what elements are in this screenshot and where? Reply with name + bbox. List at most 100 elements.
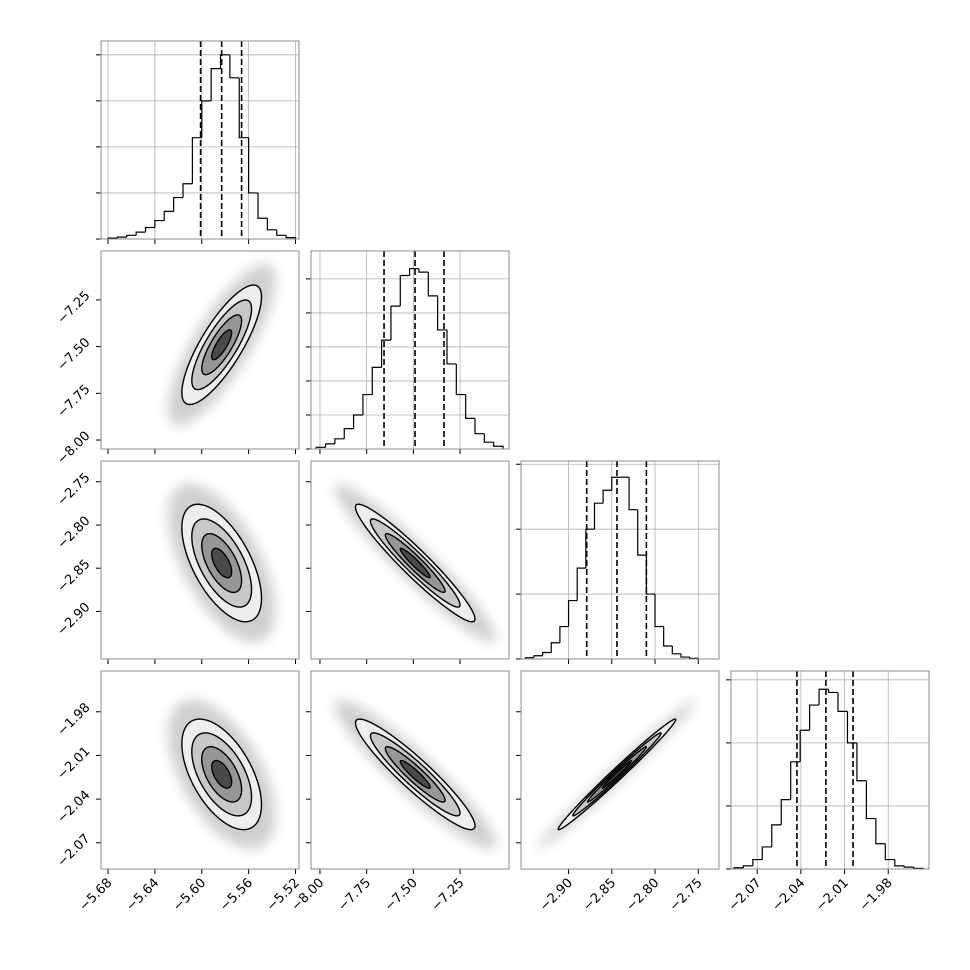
histogram-step [324, 443, 335, 448]
panel-frame [520, 460, 720, 660]
histogram-step [381, 339, 391, 368]
contour-fill [602, 760, 632, 789]
contour-fill [211, 760, 232, 789]
histogram-step [663, 626, 673, 647]
histogram-step [837, 692, 848, 712]
histogram-step [248, 137, 258, 194]
contour-line [191, 299, 253, 391]
histogram-step [585, 528, 595, 569]
histogram-step [399, 274, 410, 307]
panel-area [334, 699, 496, 850]
contour-line [211, 547, 233, 579]
histogram-step [493, 442, 504, 449]
histogram-step [742, 865, 753, 868]
histogram-step [135, 231, 146, 236]
contour-line [354, 718, 476, 831]
panel-frame [100, 40, 300, 240]
contour-fill [211, 548, 232, 578]
histogram-step [126, 234, 137, 238]
panel-area [101, 41, 299, 239]
histogram-step [533, 655, 543, 658]
histogram-step [483, 433, 494, 443]
histogram-step [593, 502, 604, 530]
histogram-step [315, 446, 326, 449]
histogram-step [576, 567, 586, 601]
panel-frame [310, 460, 510, 660]
histogram-step [628, 477, 638, 511]
histogram-step [637, 509, 647, 556]
histogram-step [752, 858, 763, 866]
contour-fill [211, 329, 232, 360]
contour-line [369, 732, 461, 817]
histogram-step [418, 268, 429, 273]
panel-area [334, 483, 496, 643]
histogram-step [116, 236, 127, 239]
histogram-step [827, 689, 839, 694]
histogram-step [437, 295, 447, 331]
histogram-step [352, 414, 363, 429]
histogram-step [680, 653, 690, 658]
histogram-step [903, 865, 914, 868]
histogram-step [671, 646, 681, 655]
panel-frame [310, 670, 510, 870]
histogram-step [257, 192, 268, 219]
histogram-step [559, 625, 569, 643]
histogram-step [846, 711, 857, 744]
contour-line [211, 759, 233, 789]
contour-fill [400, 548, 431, 578]
histogram-step [780, 799, 791, 825]
contour-line [399, 547, 431, 579]
contour-line [354, 503, 476, 623]
contour-line [211, 329, 233, 361]
histogram-step [229, 54, 240, 79]
panel-frame [100, 250, 300, 450]
contour-line [191, 518, 253, 608]
contour-line [181, 503, 263, 623]
histogram-step [173, 196, 184, 212]
histogram-step [645, 555, 656, 595]
histogram-step [334, 438, 345, 444]
histogram-step [465, 394, 476, 419]
panel-frame [100, 670, 300, 870]
histogram-step [894, 859, 905, 867]
panel [96, 40, 300, 244]
contour-line [557, 718, 677, 831]
histogram-step [856, 742, 867, 782]
histogram-step [761, 846, 772, 860]
histogram-step [154, 219, 165, 228]
histogram-step [182, 183, 193, 198]
histogram-step [409, 268, 419, 276]
histogram-step [238, 77, 249, 139]
histogram-step [144, 226, 155, 233]
panel-frame [520, 670, 720, 870]
contour-line [201, 314, 243, 376]
histogram-step [474, 418, 485, 435]
histogram-step [201, 100, 212, 138]
contour-fill [400, 760, 431, 789]
histogram-step [219, 54, 230, 69]
histogram-step [362, 393, 373, 415]
panel-area [167, 483, 276, 643]
histogram-step [602, 489, 612, 504]
histogram-step [654, 594, 664, 628]
histogram-step [285, 235, 297, 239]
contour-line [201, 746, 243, 803]
panel-area [537, 699, 697, 850]
panel-frame [310, 250, 510, 450]
histogram-step [799, 729, 810, 762]
contour-line [384, 746, 446, 803]
histogram-step [875, 818, 886, 845]
panel [306, 250, 510, 454]
histogram-step [884, 843, 895, 861]
histogram-step [455, 363, 466, 396]
histogram-step [567, 599, 578, 627]
histogram-step [550, 642, 560, 653]
panel-area [731, 671, 929, 869]
panel-frame [730, 670, 930, 870]
histogram-step [266, 218, 277, 231]
histogram-step [865, 780, 876, 820]
